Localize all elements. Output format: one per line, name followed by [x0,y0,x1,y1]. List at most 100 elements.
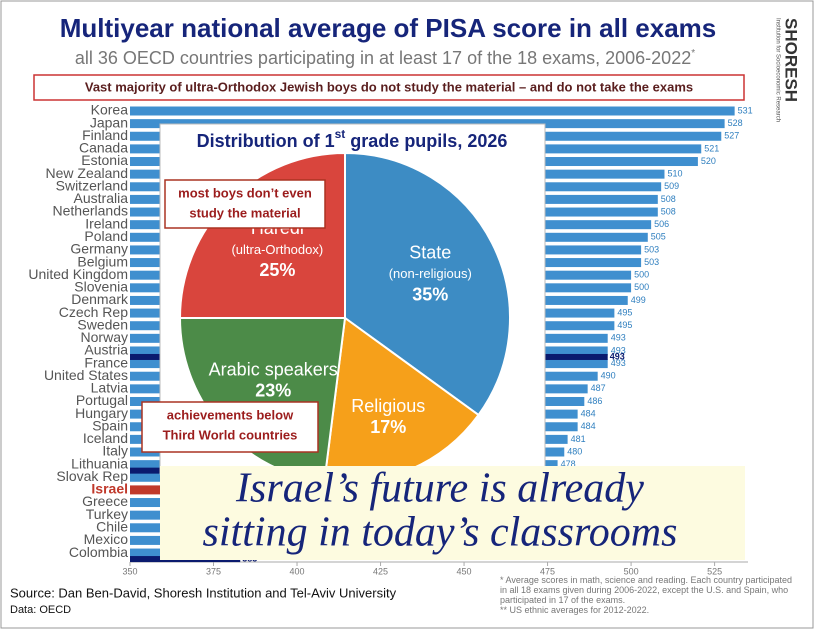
footnotes: * Average scores in math, science and re… [500,575,800,615]
y-tick-label: Japan [90,114,128,130]
y-tick-label: Czech Rep [59,304,128,320]
x-tick-label: 500 [624,566,639,576]
y-tick-label: Norway [81,329,128,345]
slice-label: Religious [351,396,425,416]
source: Source: Dan Ben-David, Shoresh Instituti… [10,585,397,600]
y-tick-label: Austria [84,342,128,358]
y-tick-label: Australia [74,190,129,206]
value-label: 484 [581,408,596,418]
y-tick-label: Estonia [81,152,128,168]
y-tick-label: Sweden [77,316,128,332]
value-label: 503 [644,257,659,267]
value-label: 508 [661,206,676,216]
y-tick-label: Greece [82,493,128,509]
annotation-box [164,179,326,229]
headline-box [33,74,745,101]
y-tick-label: United Kingdom [28,266,128,282]
value-label: 495 [617,320,632,330]
x-tick-label: 450 [457,566,472,576]
value-label: 480 [567,446,582,456]
marker-label: 493 [610,351,625,361]
slice-label: 25% [259,260,295,280]
y-tick-label: Turkey [86,506,128,522]
y-tick-label: Poland [84,228,128,244]
value-label: 528 [728,118,743,128]
y-tick-label: Ireland [85,215,128,231]
value-label: 510 [667,169,682,179]
value-label: 493 [611,333,626,343]
headline: Vast majority of ultra-Orthodox Jewish b… [85,79,693,94]
value-label: 484 [581,421,596,431]
subtitle-mark: * [691,48,695,59]
y-tick-label: New Zealand [46,165,129,181]
value-label: 508 [661,194,676,204]
y-tick-label: Chile [96,518,128,534]
pie-inset: Distribution of 1st grade pupils, 2026 S… [141,123,546,484]
value-label: 493 [611,345,626,355]
value-label: 503 [644,244,659,254]
y-tick-label: Canada [79,140,128,156]
data-note: Data: OECD [10,604,71,616]
banner-line: Israel’s future is already [235,466,644,512]
pie-title-1: Distribution of 1 [197,131,335,151]
y-tick-label: Colombia [69,544,128,560]
y-tick-label: Hungary [75,405,128,421]
y-tick-label: Lithuania [71,455,128,471]
value-label: 478 [561,459,576,469]
y-tick-label: Iceland [83,430,128,446]
y-tick-label: France [84,354,128,370]
footnote: ** US ethnic averages for 2012-2022. [500,605,650,615]
banner: Israel’s future is already sitting in to… [160,466,745,560]
value-label: 527 [724,131,739,141]
y-tick-label: Italy [102,443,128,459]
y-tick-label: Netherlands [53,203,129,219]
slice-label: 23% [255,381,291,401]
value-label: 495 [617,307,632,317]
y-tick-label: Switzerland [56,177,128,193]
y-tick-label: Denmark [71,291,129,307]
value-label: 500 [634,282,649,292]
y-tick-label: Spain [92,417,128,433]
x-tick-label: 375 [206,566,221,576]
banner-bg [160,466,745,560]
slice-label: (ultra-Orthodox) [231,242,323,257]
value-label: 481 [571,434,586,444]
value-label: 506 [654,219,669,229]
subtitle-text: all 36 OECD countries participating in a… [75,48,691,68]
annotation: achievements below [167,407,294,422]
logo-name: SHORESH [782,18,801,102]
value-label: 500 [634,270,649,280]
annotation: study the material [189,205,300,220]
value-label: 487 [591,383,606,393]
value-label: 493 [611,358,626,368]
annotation: Third World countries [163,427,298,442]
x-tick-label: 350 [122,566,137,576]
y-tick-label: Finland [82,127,128,143]
slice-label: Arabic speakers [209,360,338,380]
y-tick-label: Germany [70,241,128,257]
value-label: 486 [587,396,602,406]
annotation: most boys don’t even [178,185,312,200]
x-tick-label: 400 [290,566,305,576]
banner-line: sitting in today’s classrooms [203,510,678,556]
value-label: 490 [601,371,616,381]
y-tick-label: Latvia [91,380,129,396]
y-tick-label: Mexico [84,531,129,547]
logo-tagline: Institution for Socioeconomic Research [774,18,780,122]
slice-label: (non-religious) [389,266,472,281]
pie-title-2: st [335,127,346,141]
pie-title-3: grade pupils, 2026 [345,131,507,151]
slice-label: 17% [370,417,406,437]
y-tick-label: Slovenia [74,279,128,295]
y-tick-label: Korea [91,102,129,118]
value-label: 531 [738,105,753,115]
annotation-box [141,401,319,453]
y-tick-label: Israel [91,481,128,497]
value-label: 509 [664,181,679,191]
pie-slice [344,151,511,417]
y-tick-label: Belgium [77,253,128,269]
value-label: 505 [651,232,666,242]
pie-title: Distribution of 1st grade pupils, 2026 [197,127,508,151]
